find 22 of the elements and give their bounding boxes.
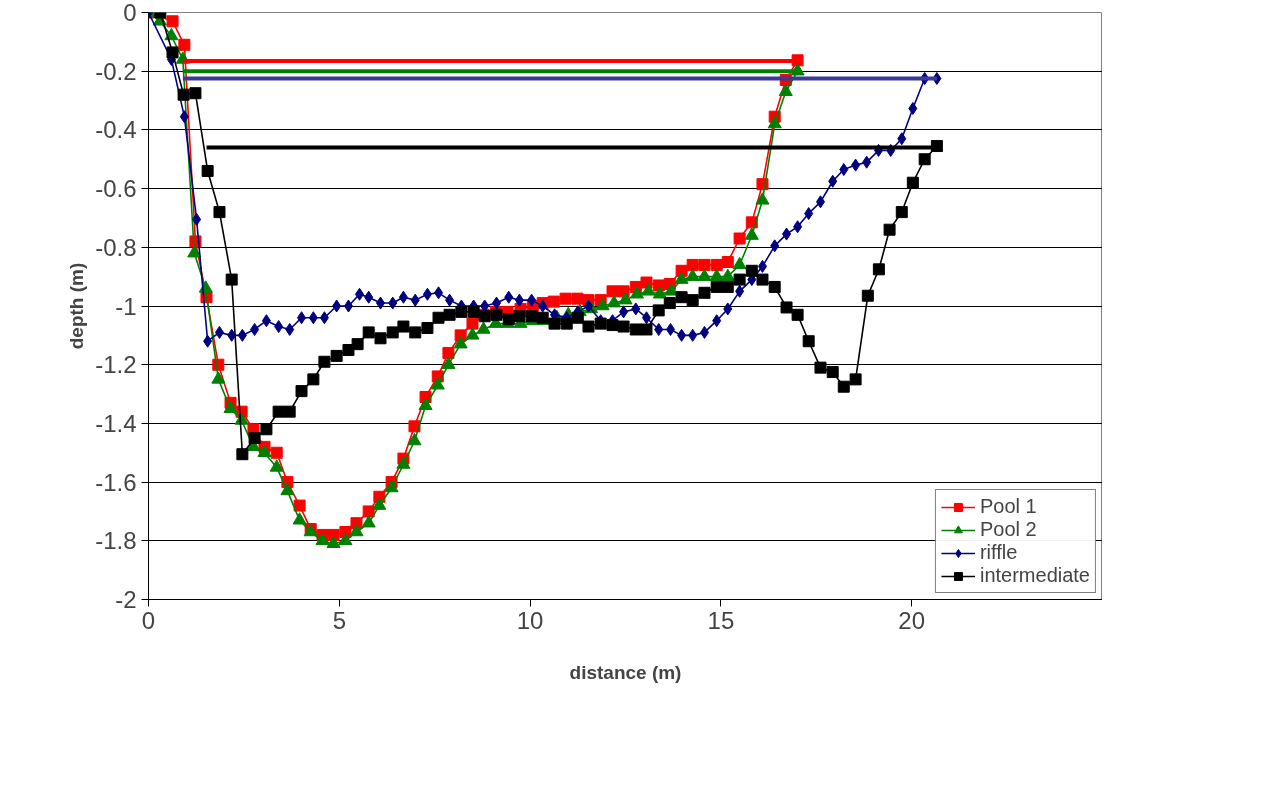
legend-label: riffle	[979, 541, 1018, 564]
x-tick-label: 0	[141, 606, 156, 634]
y-tick-label: -1.8	[95, 527, 137, 555]
y-tick-label: -0.2	[95, 57, 137, 85]
x-tick-label: 5	[332, 606, 346, 634]
x-tick-label: 10	[516, 606, 544, 634]
y-tick-label: -1.2	[95, 351, 137, 379]
legend-label: Pool 1	[979, 495, 1037, 518]
y-tick-label: -2	[115, 586, 137, 613]
y-tick-label: 0	[123, 0, 137, 26]
legend-label: intermediate	[979, 564, 1090, 587]
y-tick-label: -0.4	[95, 116, 137, 144]
x-tick-label: 20	[898, 606, 926, 634]
y-tick-label: -1	[115, 292, 137, 320]
y-axis-title: depth (m)	[66, 262, 88, 350]
y-tick-label: -1.4	[95, 409, 137, 437]
x-axis-title: distance (m)	[569, 661, 682, 683]
y-tick-label: -0.6	[95, 175, 137, 203]
legend-label: Pool 2	[979, 518, 1037, 541]
y-tick-label: -0.8	[95, 233, 137, 261]
x-tick-label: 15	[707, 606, 735, 634]
y-tick-label: -1.6	[95, 468, 137, 496]
